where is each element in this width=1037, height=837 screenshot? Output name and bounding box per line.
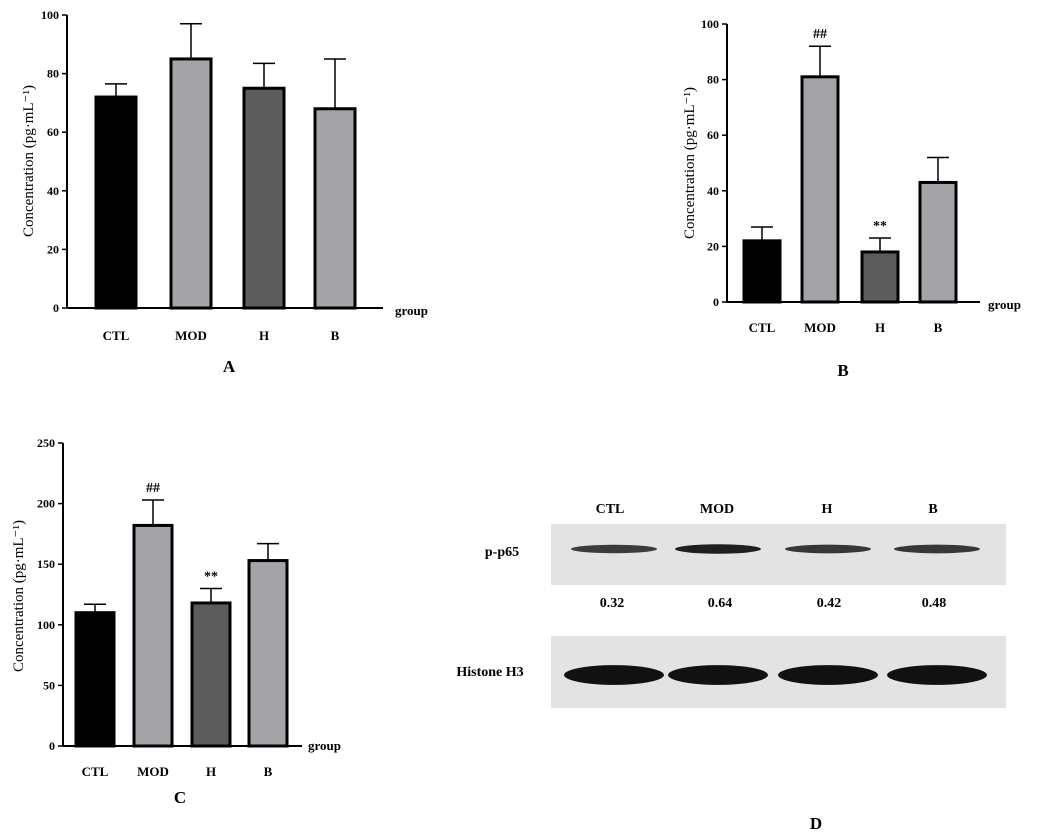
blot-lane-label: CTL — [596, 502, 625, 517]
category-label: MOD — [175, 328, 207, 343]
bar — [74, 611, 116, 748]
blot-band — [571, 544, 657, 554]
category-label: B — [331, 328, 340, 343]
significance-mark: ** — [204, 569, 218, 584]
significance-mark: ## — [813, 27, 827, 42]
y-tick-label: 50 — [43, 678, 55, 692]
category-label: H — [259, 328, 269, 343]
blot-lane-label: B — [928, 502, 937, 517]
panel-label: D — [810, 814, 822, 833]
chart-a: 0 20 40 60 80 100 Concentration (pg·mL⁻¹) group… — [21, 8, 428, 376]
blot-band — [894, 544, 980, 554]
blot-band — [675, 544, 761, 554]
category-label: B — [264, 764, 273, 779]
category-label: CTL — [749, 320, 776, 335]
category-label: MOD — [137, 764, 169, 779]
blot-bands-lower — [564, 665, 987, 685]
bar — [918, 180, 958, 304]
blot-quant-value: 0.32 — [600, 596, 625, 611]
y-tick-label: 80 — [707, 73, 719, 87]
significance-mark: ## — [146, 481, 160, 496]
blot-band — [778, 665, 878, 685]
blot-quant-value: 0.64 — [708, 596, 733, 611]
blot-membrane-upper — [551, 524, 1006, 585]
blot-band — [785, 544, 871, 554]
y-tick-label: 40 — [47, 184, 59, 198]
panel-label: C — [174, 788, 186, 807]
bar — [169, 57, 213, 310]
blot-lane-label: MOD — [700, 502, 734, 517]
y-tick-label: 100 — [37, 618, 55, 632]
category-label: CTL — [103, 328, 130, 343]
blot-lane-label: H — [822, 502, 833, 517]
bar — [860, 250, 900, 304]
category-label: B — [934, 320, 943, 335]
category-label: H — [875, 320, 885, 335]
y-tick-label: 0 — [49, 739, 55, 753]
y-axis-label: Concentration (pg·mL⁻¹) — [682, 87, 698, 239]
bar — [800, 75, 840, 304]
chart-b: 0 20 40 60 80 100 Concentration (pg·mL⁻¹) group… — [682, 17, 1021, 380]
blot-bands-upper — [571, 544, 980, 554]
panel-label: B — [837, 361, 848, 380]
category-label: MOD — [804, 320, 836, 335]
blot-row-label: Histone H3 — [456, 665, 523, 680]
western-blot: CTL MOD H B p-p65 0.32 0.64 0.42 0.48 Hi… — [456, 502, 1006, 833]
blot-quant-value: 0.48 — [922, 596, 947, 611]
y-tick-label: 80 — [47, 67, 59, 81]
y-tick-label: 200 — [37, 497, 55, 511]
blot-band — [668, 665, 768, 685]
blot-quant-value: 0.42 — [817, 596, 842, 611]
y-axis-label: Concentration (pg·mL⁻¹) — [11, 520, 27, 672]
chart-c: 0 50 100 150 200 250 Concentration (pg·mL⁻¹) gr… — [11, 436, 341, 807]
blot-row-label: p-p65 — [485, 545, 519, 560]
y-tick-label: 100 — [41, 8, 59, 22]
bar — [190, 601, 232, 748]
y-tick-label: 0 — [53, 301, 59, 315]
panel-label: A — [223, 357, 236, 376]
y-tick-label: 20 — [47, 242, 59, 256]
category-label: H — [206, 764, 216, 779]
category-label: CTL — [82, 764, 109, 779]
blot-band — [564, 665, 664, 685]
y-tick-label: 150 — [37, 557, 55, 571]
x-axis-label: group — [308, 738, 341, 753]
bar — [742, 239, 782, 304]
bar — [94, 95, 138, 310]
y-tick-label: 60 — [47, 125, 59, 139]
y-tick-label: 40 — [707, 184, 719, 198]
y-axis-label: Concentration (pg·mL⁻¹) — [21, 85, 37, 237]
significance-mark: ** — [873, 219, 887, 234]
y-tick-label: 20 — [707, 239, 719, 253]
y-tick-label: 100 — [701, 17, 719, 31]
x-axis-label: group — [988, 297, 1021, 312]
bar — [132, 523, 174, 748]
bar — [247, 559, 289, 748]
y-tick-label: 250 — [37, 436, 55, 450]
bar — [242, 86, 286, 310]
bar — [313, 107, 357, 310]
x-axis-label: group — [395, 303, 428, 318]
y-tick-label: 0 — [713, 295, 719, 309]
blot-band — [887, 665, 987, 685]
y-tick-label: 60 — [707, 128, 719, 142]
